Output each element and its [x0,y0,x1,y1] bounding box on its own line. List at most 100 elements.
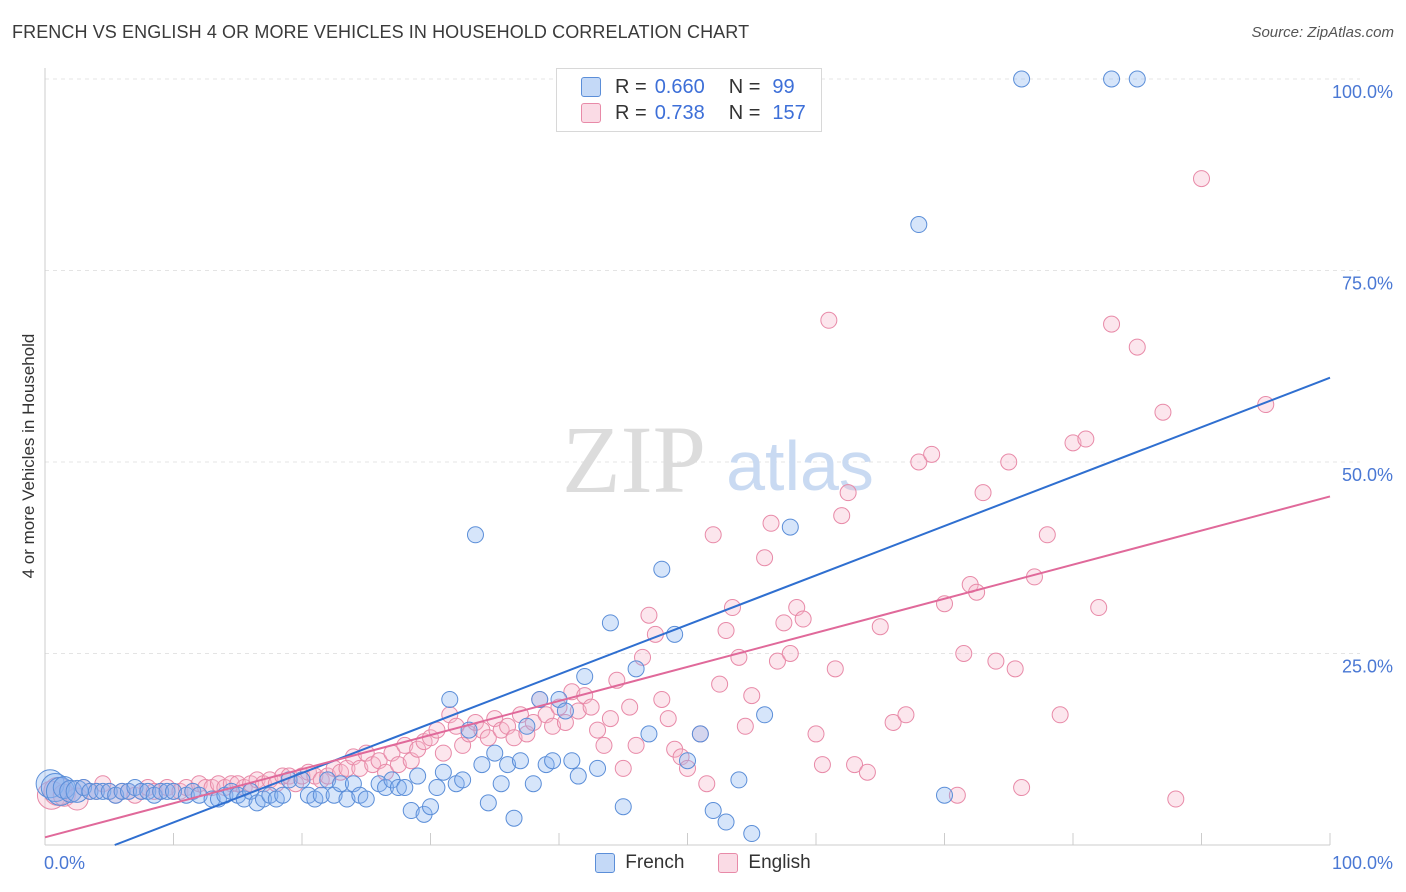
english-point-125 [884,713,902,731]
french-point-68 [499,756,517,774]
french-point-66 [486,744,504,762]
english-point-72 [505,729,523,747]
french-point-65 [479,794,497,812]
english-point-90 [621,698,639,716]
french-point-72 [524,775,542,793]
english-point-138 [1013,779,1031,797]
french-point-75 [544,752,562,770]
english-point-96 [659,710,677,728]
french-point-51 [389,779,407,797]
french-point-84 [627,660,645,678]
english-point-146 [1128,338,1146,356]
bottom-legend: French English [0,852,1406,874]
legend-n-label: N = [728,75,761,98]
source-label: Source: ZipAtlas.com [1251,24,1394,41]
english-point-68 [479,729,497,747]
french-trend-line [114,376,1331,846]
french-point-53 [402,802,420,820]
legend-swatch-french [581,77,601,97]
english-trend-line [44,495,1331,839]
french-point-77 [556,702,574,720]
english-point-127 [910,453,928,471]
axes [44,68,1331,846]
tick-labels: 25.0% 50.0% 75.0% 100.0% 0.0% 100.0% [44,82,1393,873]
french-point-99 [1103,70,1121,88]
english-point-140 [1038,526,1056,544]
french-point-71 [518,717,536,735]
french-point-86 [653,560,671,578]
english-point-86 [595,736,613,754]
french-point-8 [87,782,105,800]
english-point-136 [1000,453,1018,471]
legend-r-value-english: 0.738 [654,101,705,124]
english-point-118 [820,311,838,329]
french-point-100 [1128,70,1146,88]
english-point-103 [711,675,729,693]
english-point-135 [987,652,1005,670]
english-point-123 [858,763,876,781]
french-point-89 [691,725,709,743]
french-point-90 [704,802,722,820]
y-tick-label-1: 50.0% [1342,465,1393,485]
english-point-128 [923,445,941,463]
english-point-104 [717,622,735,640]
english-point-82 [569,702,587,720]
french-point-78 [563,752,581,770]
legend-r-value-french: 0.660 [654,75,705,98]
y-tick-label-2: 75.0% [1342,274,1393,294]
french-point-9 [94,782,112,800]
english-point-93 [640,606,658,624]
x-tick-label-0: 0.0% [44,853,85,873]
french-point-47 [357,790,375,808]
english-point-112 [775,614,793,632]
bottom-legend-english: English [718,852,811,874]
english-point-137 [1006,660,1024,678]
bottom-legend-label-english: English [748,852,811,873]
legend-n-value-french: 99 [772,75,795,98]
english-point-149 [1193,170,1210,188]
french-point-7 [81,782,99,800]
y-tick-label-3: 100.0% [1332,82,1393,102]
french-point-59 [441,690,459,708]
english-point-89 [614,759,632,777]
english-point-111 [768,652,786,670]
french-point-67 [492,775,510,793]
english-point-117 [813,756,831,774]
french-point-80 [576,667,594,685]
trend-lines [44,376,1331,846]
english-point-145 [1103,315,1121,333]
french-point-82 [601,614,619,632]
french-point-94 [756,706,774,724]
french-point-12 [113,782,131,800]
english-point-119 [826,660,844,678]
legend-n-value-english: 157 [772,101,806,124]
english-point-120 [833,507,851,525]
english-point-142 [1064,434,1082,452]
english-point-130 [948,786,966,804]
french-point-1 [40,773,70,803]
english-point-121 [839,484,857,502]
french-point-52 [396,779,414,797]
english-point-87 [601,710,619,728]
french-point-15 [132,782,150,800]
english-point-116 [807,725,825,743]
english-point-16 [145,782,163,800]
french-point-57 [428,779,446,797]
french-point-70 [511,752,529,770]
french-point-18 [152,782,170,800]
english-point-144 [1090,599,1108,617]
french-point-91 [717,813,735,831]
english-point-107 [736,717,754,735]
french-point-81 [589,759,607,777]
french-point-69 [505,809,523,827]
english-point-124 [871,618,889,636]
english-point-141 [1051,706,1069,724]
bottom-legend-swatch-french [595,853,616,873]
legend-row-french: R = 0.660 N = 99 [581,74,795,100]
french-point-63 [466,526,484,544]
english-point-78 [544,717,562,735]
english-point-126 [897,706,915,724]
english-point-113 [781,645,799,662]
french-point-73 [531,690,549,708]
english-point-102 [704,526,722,544]
